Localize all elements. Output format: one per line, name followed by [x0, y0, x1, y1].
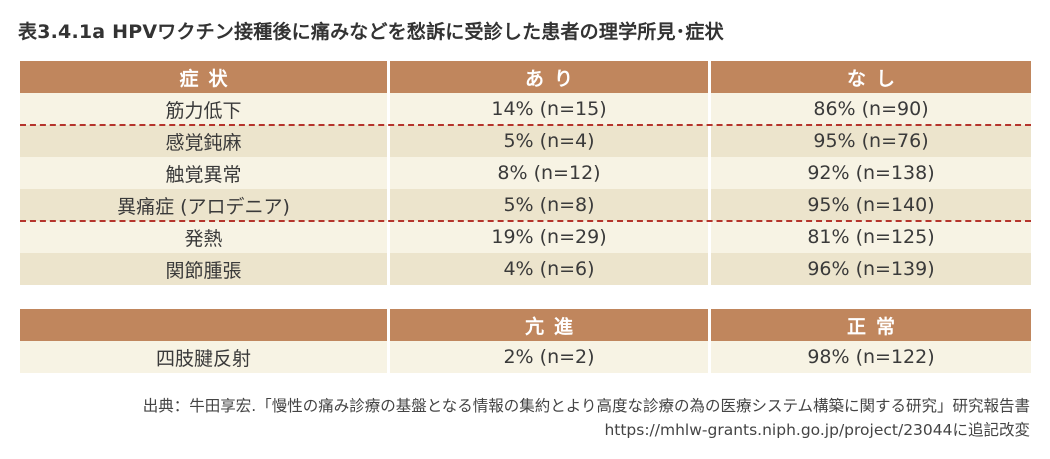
present-value: 4% (n=6) — [390, 253, 708, 285]
dashed-separator — [20, 124, 1031, 126]
reflex-name: 四肢腱反射 — [20, 341, 387, 373]
present-value: 14% (n=15) — [390, 93, 708, 125]
symptom-name: 筋力低下 — [20, 93, 387, 125]
absent-value: 95% (n=140) — [711, 189, 1031, 221]
table-row: 発熱 19% (n=29) 81% (n=125) — [20, 221, 1031, 253]
absent-value: 81% (n=125) — [711, 221, 1031, 253]
header-symptom: 症状 — [20, 61, 387, 93]
table-row: 関節腫張 4% (n=6) 96% (n=139) — [20, 253, 1031, 285]
absent-value: 96% (n=139) — [711, 253, 1031, 285]
absent-value: 95% (n=76) — [711, 125, 1031, 157]
header-blank — [20, 309, 387, 341]
table-title: 表3.4.1a HPVワクチン接種後に痛みなどを愁訴に受診した患者の理学所見･症… — [18, 21, 724, 43]
symptom-name: 触覚異常 — [20, 157, 387, 189]
present-value: 19% (n=29) — [390, 221, 708, 253]
absent-value: 86% (n=90) — [711, 93, 1031, 125]
table-row: 異痛症 (アロデニア) 5% (n=8) 95% (n=140) — [20, 189, 1031, 222]
header-absent: なし — [711, 61, 1031, 93]
table-row: 触覚異常 8% (n=12) 92% (n=138) — [20, 157, 1031, 189]
symptom-name: 関節腫張 — [20, 253, 387, 285]
header-normal: 正常 — [711, 309, 1031, 341]
table-row: 四肢腱反射 2% (n=2) 98% (n=122) — [20, 341, 1031, 373]
symptom-name: 感覚鈍麻 — [20, 125, 387, 157]
table-header-row: 亢進 正常 — [20, 309, 1031, 341]
reflex-table: 亢進 正常 四肢腱反射 2% (n=2) 98% (n=122) — [20, 309, 1031, 373]
increased-value: 2% (n=2) — [390, 341, 708, 373]
symptoms-table: 症状 あり なし 筋力低下 14% (n=15) 86% (n=90) 感覚鈍麻… — [20, 61, 1031, 285]
header-increased: 亢進 — [390, 309, 708, 341]
present-value: 8% (n=12) — [390, 157, 708, 189]
dashed-separator — [20, 220, 1031, 222]
present-value: 5% (n=4) — [390, 125, 708, 157]
absent-value: 92% (n=138) — [711, 157, 1031, 189]
source-citation: 出典：牛田享宏.「慢性の痛み診療の基盤となる情報の集約とより高度な診療の為の医療… — [142, 397, 1030, 415]
table-row: 感覚鈍麻 5% (n=4) 95% (n=76) — [20, 125, 1031, 157]
symptom-name: 発熱 — [20, 221, 387, 253]
source-url: https://mhlw-grants.niph.go.jp/project/2… — [604, 421, 1030, 439]
table-header-row: 症状 あり なし — [20, 61, 1031, 93]
table-row: 筋力低下 14% (n=15) 86% (n=90) — [20, 93, 1031, 126]
symptom-name: 異痛症 (アロデニア) — [20, 189, 387, 221]
header-present: あり — [390, 61, 708, 93]
normal-value: 98% (n=122) — [711, 341, 1031, 373]
present-value: 5% (n=8) — [390, 189, 708, 221]
